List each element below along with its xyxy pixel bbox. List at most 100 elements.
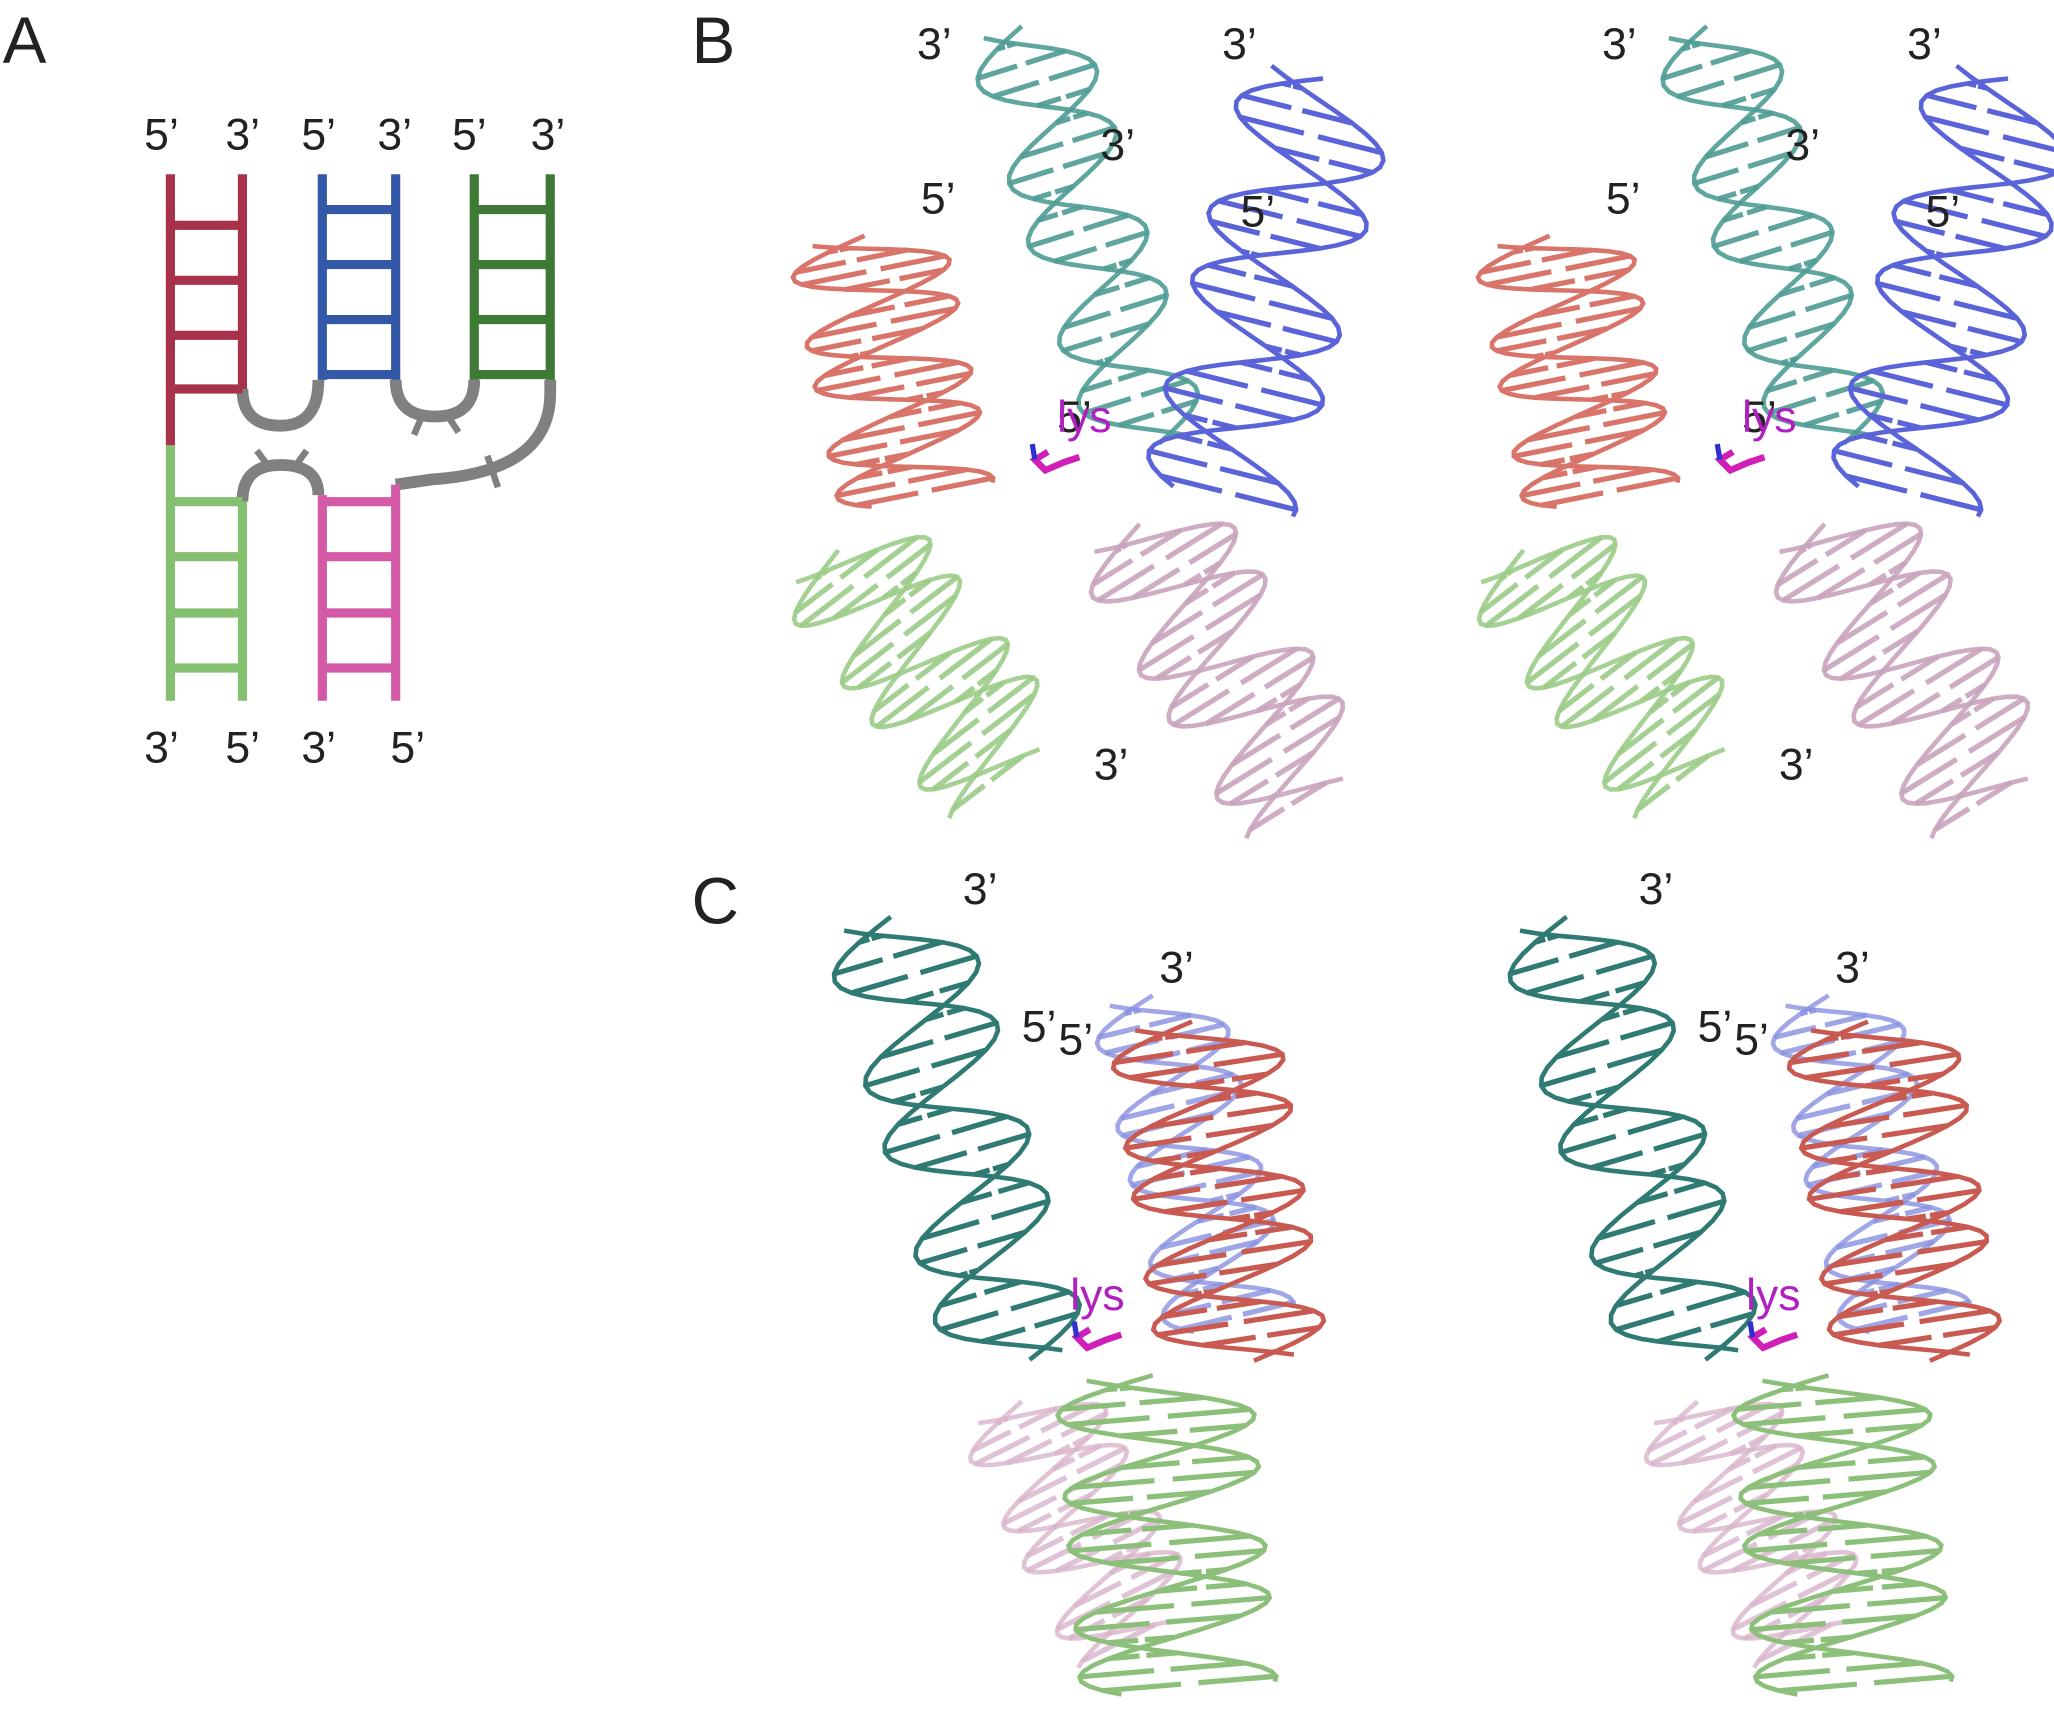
base-stick [905,684,955,723]
base-stick [931,760,970,792]
base-stick [1260,387,1323,408]
base-stick [1901,309,1957,328]
backbone [1122,1028,1327,1363]
base-stick [1214,1173,1283,1190]
base-stick [1846,1660,1922,1672]
base-stick [1121,1567,1177,1600]
base-stick [1836,1232,1889,1251]
base-stick [1282,325,1338,345]
panel-label: A [3,4,47,77]
base-stick [1960,145,2005,162]
base-stick [1063,310,1112,330]
base-stick [915,370,972,387]
base-stick [1169,682,1210,710]
base-stick [842,424,906,443]
strand-end: 5’ [225,723,260,772]
base-stick [1478,582,1520,615]
backbone [1062,1378,1279,1683]
backbone [1480,534,1726,792]
base-stick [931,475,994,493]
base-stick [816,375,881,394]
base-stick [1282,715,1341,754]
base-stick [1110,1555,1180,1567]
base-stick [1587,593,1643,637]
ligand-stick [1747,1326,1799,1352]
backbone [795,534,1041,792]
stem [317,174,401,380]
base-stick [849,384,905,401]
strand-end: 3’ [1835,943,1870,992]
base-stick [1623,636,1679,681]
base-stick [1189,1422,1246,1433]
panel-label: C [692,864,739,937]
base-stick [1266,1324,1320,1339]
base-stick [1219,465,1279,486]
base-stick [1075,1445,1127,1475]
base-stick [828,442,888,459]
base-stick [1840,1199,1904,1215]
base-stick [1120,1103,1175,1122]
base-stick [1748,310,1797,330]
base-stick [1328,159,1374,176]
base-stick [852,618,902,659]
base-stick [1781,563,1841,603]
base-stick [1808,1186,1877,1202]
base-stick [1069,1495,1134,1507]
base-stick [795,259,847,275]
base-stick [1867,1595,1946,1607]
backbone [1162,63,1386,518]
loop-tick [411,415,425,437]
base-stick [921,1219,980,1241]
base-stick [1548,535,1604,580]
base-stick [1132,1186,1201,1202]
base-stick [1924,114,1990,136]
base-stick [1017,1475,1068,1504]
base-stick [1191,1595,1270,1607]
base-stick [1081,1642,1117,1664]
base-stick [1191,1454,1249,1465]
base-stick [1230,732,1282,768]
base-stick [1895,218,1946,237]
backbone [1475,233,1668,510]
loop [389,379,481,423]
base-stick [1556,1038,1610,1060]
base-stick [1797,1567,1853,1600]
base-stick [836,481,896,499]
ligand-label: lys [1742,393,1796,442]
strand-end: 3’ [1100,121,1135,170]
backbone [790,233,983,510]
base-stick [1824,1012,1868,1028]
base-stick [875,685,930,729]
strand-end: 3’ [1222,20,1257,69]
base-stick [1148,1012,1192,1028]
base-stick [880,1038,934,1060]
backbone [1831,76,2054,489]
base-stick [1933,806,1971,833]
base-stick [943,1020,998,1041]
base-stick [1198,1673,1277,1686]
base-stick [1693,167,1740,186]
base-stick [1692,1512,1728,1534]
base-stick [1156,1251,1227,1268]
loop [236,459,325,502]
base-stick [1709,1311,1755,1329]
backbone [1660,24,1872,438]
base-stick [1501,375,1566,394]
backbone [1476,548,1725,820]
base-stick [1162,1307,1208,1320]
base-stick [938,636,994,681]
base-stick [1170,1660,1246,1672]
base-stick [1849,521,1909,561]
base-stick [884,1133,941,1155]
base-stick [1758,1527,1808,1537]
base-stick [961,641,1010,681]
base-stick [971,1429,1012,1453]
base-stick [1825,1114,1890,1130]
base-stick [909,574,959,615]
base-stick [1188,531,1238,566]
base-stick [885,542,933,580]
backbone [1738,1378,1955,1683]
base-stick [1926,92,1977,111]
base-stick [1867,1454,1925,1465]
backbone [1786,1019,1989,1357]
